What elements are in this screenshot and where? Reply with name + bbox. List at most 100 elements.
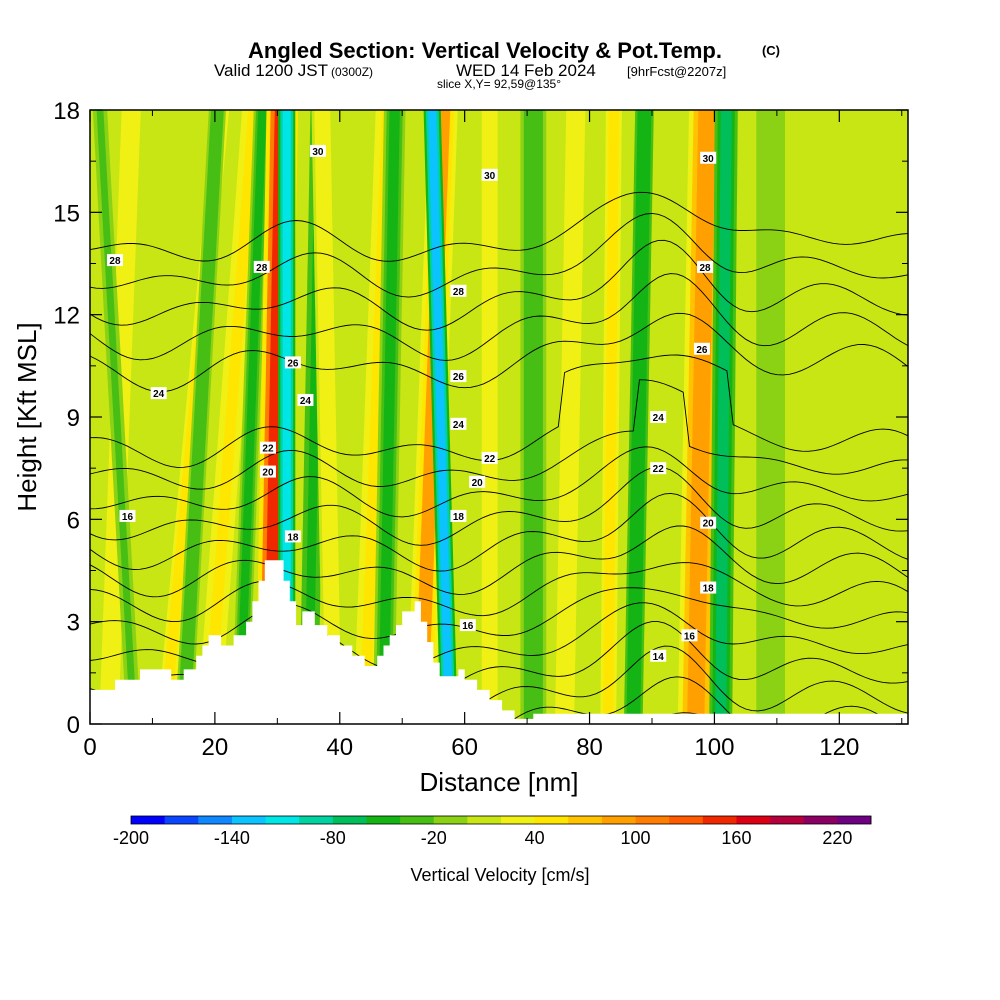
- isentrope-label: 28: [697, 260, 714, 274]
- isentrope-line: [90, 587, 908, 645]
- isentrope-labels: 16 24 28 28 30 26 24 22 20 18 30 28 26 24 22 20 18 16 30 28…: [106, 144, 717, 663]
- isentrope-label: 24: [150, 387, 167, 400]
- svg-text:22: 22: [484, 454, 496, 465]
- velocity-band-fill: [558, 110, 582, 724]
- colorbar-tick-label: 160: [721, 828, 751, 848]
- y-axis: 0 3 6 9 12 15 18: [53, 98, 908, 739]
- isentrope-label: 20: [469, 475, 486, 489]
- isentrope-label: 26: [693, 342, 710, 356]
- colorbar-tick-label: 100: [621, 828, 651, 848]
- velocity-band: [597, 110, 625, 724]
- velocity-band: [311, 110, 345, 724]
- valid-date: WED 14 Feb 2024: [456, 61, 596, 80]
- svg-text:24: 24: [453, 420, 465, 431]
- colorbar-tick-label: 220: [822, 828, 852, 848]
- colorbar-swatch: [601, 816, 636, 824]
- velocity-band: [478, 110, 501, 724]
- isentrope-label: 22: [650, 462, 667, 475]
- isentrope-label: 24: [297, 393, 314, 407]
- velocity-band: [372, 110, 406, 724]
- chart-title-unit: (C): [762, 43, 780, 58]
- isentrope-label: 30: [481, 168, 498, 182]
- svg-text:18: 18: [287, 532, 299, 543]
- colorbar-swatch: [231, 816, 266, 824]
- colorbar-ticks: -200 -140 -80 -20 40 100 160 220: [113, 828, 852, 848]
- x-tick-label: 120: [819, 734, 859, 761]
- velocity-band: [92, 110, 141, 724]
- valid-utc: (0300Z): [331, 65, 373, 79]
- isentrope-label: 22: [481, 451, 498, 465]
- svg-text:24: 24: [300, 396, 312, 407]
- colorbar-tick-label: -80: [320, 828, 346, 848]
- svg-text:20: 20: [262, 468, 274, 479]
- x-axis: 0 20 40 60 80 100 120: [83, 110, 903, 761]
- isentrope-label: 16: [119, 509, 136, 523]
- svg-text:22: 22: [262, 444, 274, 455]
- velocity-band-fill: [868, 110, 886, 724]
- svg-text:24: 24: [653, 413, 665, 424]
- y-axis-title: Height [Kft MSL]: [12, 322, 42, 511]
- colorbar-swatch: [366, 816, 401, 824]
- isentrope-label: 30: [700, 151, 717, 165]
- colorbar-swatch: [467, 816, 502, 824]
- isentrope-label: 28: [106, 254, 123, 267]
- colorbar-swatch: [131, 816, 166, 824]
- isentrope-label: 14: [650, 649, 667, 663]
- x-tick-label: 0: [83, 734, 96, 761]
- isentrope-line: [90, 525, 908, 598]
- colorbar-tick-label: -140: [214, 828, 250, 848]
- velocity-band: [175, 110, 226, 724]
- colorbar-swatch: [164, 816, 199, 824]
- colorbar-frame: [130, 815, 872, 825]
- svg-text:30: 30: [703, 154, 715, 165]
- velocity-band: [756, 110, 785, 724]
- x-tick-label: 60: [451, 734, 478, 761]
- isentrope-line: [90, 212, 908, 298]
- svg-text:16: 16: [462, 621, 474, 632]
- velocity-band-fill: [603, 110, 619, 724]
- velocity-shading: [92, 110, 895, 724]
- velocity-band-fill: [203, 110, 260, 724]
- y-tick-label: 15: [53, 200, 80, 227]
- svg-text:16: 16: [122, 512, 134, 523]
- isentrope-line: [90, 562, 908, 623]
- isentrope-label: 28: [450, 284, 467, 298]
- velocity-band: [623, 110, 654, 724]
- colorbar-swatch: [770, 816, 805, 824]
- svg-text:28: 28: [453, 287, 465, 298]
- colorbar-swatch: [198, 816, 233, 824]
- velocity-band: [520, 110, 547, 724]
- svg-text:24: 24: [153, 389, 165, 400]
- svg-text:26: 26: [287, 358, 299, 369]
- x-axis-title: Distance [nm]: [420, 767, 579, 797]
- svg-text:20: 20: [703, 519, 715, 530]
- colorbar-swatch: [501, 816, 536, 824]
- colorbar-swatch: [669, 816, 704, 824]
- terrain: [90, 560, 908, 724]
- svg-text:22: 22: [653, 464, 665, 475]
- velocity-band-fill: [813, 110, 829, 724]
- x-tick-label: 80: [576, 734, 603, 761]
- svg-text:20: 20: [472, 478, 484, 489]
- colorbar: [130, 815, 872, 825]
- svg-text:18: 18: [453, 512, 465, 523]
- y-tick-label: 18: [53, 98, 80, 125]
- colorbar-tick-label: -20: [421, 828, 447, 848]
- isentrope-label: 18: [450, 509, 467, 523]
- isentrope-label: 16: [459, 619, 476, 632]
- isentrope-label: 20: [700, 516, 717, 530]
- isentrope-label: 26: [450, 370, 467, 383]
- isentrope-line: [90, 191, 908, 262]
- isentrope-label: 16: [681, 629, 698, 642]
- isentrope-line: [90, 239, 908, 331]
- colorbar-swatch: [736, 816, 771, 824]
- colorbar-swatch: [332, 816, 367, 824]
- colorbar-swatch: [400, 816, 435, 824]
- y-tick-label: 12: [53, 303, 80, 330]
- valid-prefix: Valid 1200 JST: [214, 61, 328, 80]
- y-tick-label: 3: [67, 610, 80, 637]
- isentrope-line: [90, 312, 908, 393]
- y-tick-label: 9: [67, 405, 80, 432]
- y-tick-label: 0: [67, 712, 80, 739]
